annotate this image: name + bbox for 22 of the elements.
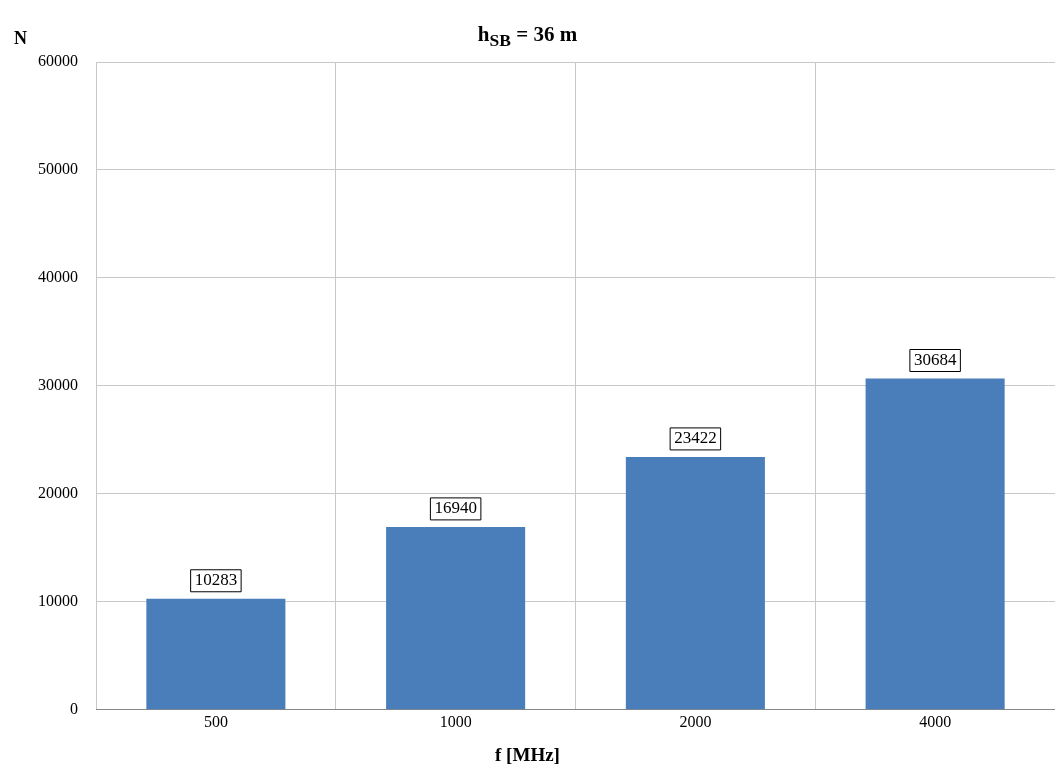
bar [146, 598, 286, 710]
y-tick-label: 20000 [38, 484, 78, 502]
bar [386, 526, 526, 710]
y-tick-label: 0 [70, 700, 78, 717]
bar [865, 378, 1005, 710]
data-label: 10283 [194, 570, 238, 590]
x-tick-label: 1000 [439, 712, 472, 730]
x-tick-label: 2000 [679, 712, 712, 730]
y-tick-label: 50000 [38, 160, 78, 178]
y-tick-label: 30000 [38, 376, 78, 394]
x-tick-label: 4000 [919, 712, 952, 730]
bar [625, 456, 765, 710]
chart-title: h$_{SB}$ = 36 m [477, 22, 578, 51]
x-axis-title: f [MHz] [494, 744, 561, 766]
x-tick-label: 500 [203, 712, 228, 730]
data-label: 30684 [913, 349, 957, 369]
y-tick-label: 40000 [38, 268, 78, 286]
y-axis-title: N [14, 28, 27, 49]
y-tick-label: 10000 [38, 592, 78, 610]
y-tick-label: 60000 [38, 52, 78, 70]
data-label: 23422 [674, 428, 717, 448]
data-label: 16940 [434, 498, 477, 518]
